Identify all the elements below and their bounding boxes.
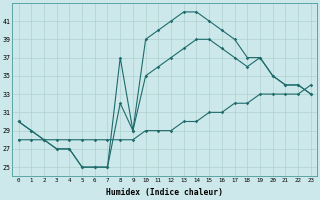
X-axis label: Humidex (Indice chaleur): Humidex (Indice chaleur) <box>106 188 223 197</box>
